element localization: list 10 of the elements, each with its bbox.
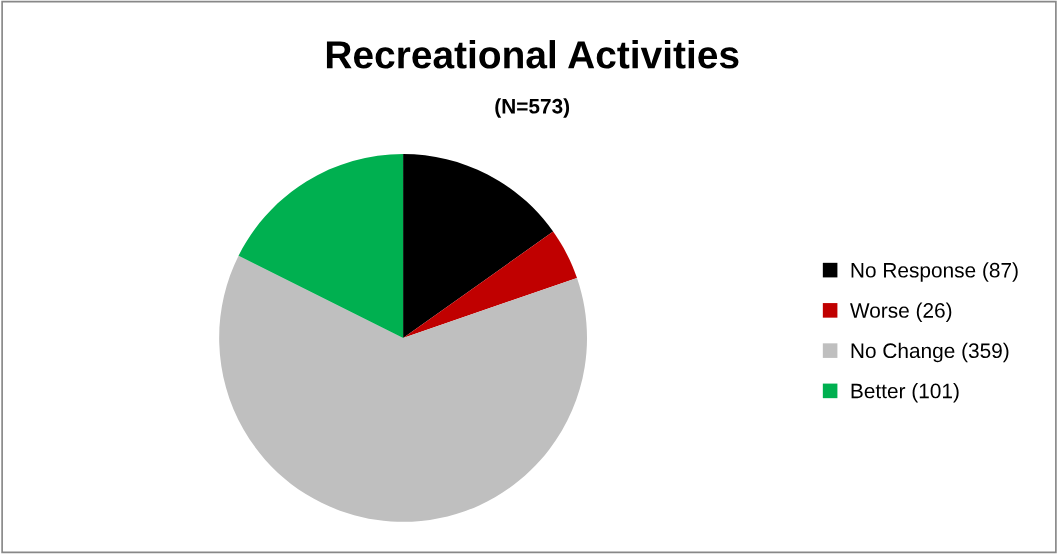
legend-label: No Change (359) xyxy=(851,342,1009,363)
legend-label: No Response (87) xyxy=(851,262,1018,282)
legend-label: Better (101) xyxy=(851,383,959,403)
pie-slice xyxy=(403,231,577,338)
pie-slice xyxy=(403,154,554,338)
pie-slice xyxy=(238,154,404,338)
legend-label: Worse (26) xyxy=(850,302,952,322)
chart-title: Recreational Activities xyxy=(326,40,739,69)
chart-subtitle: (N=573) xyxy=(495,98,570,118)
pie-slice xyxy=(219,255,588,522)
